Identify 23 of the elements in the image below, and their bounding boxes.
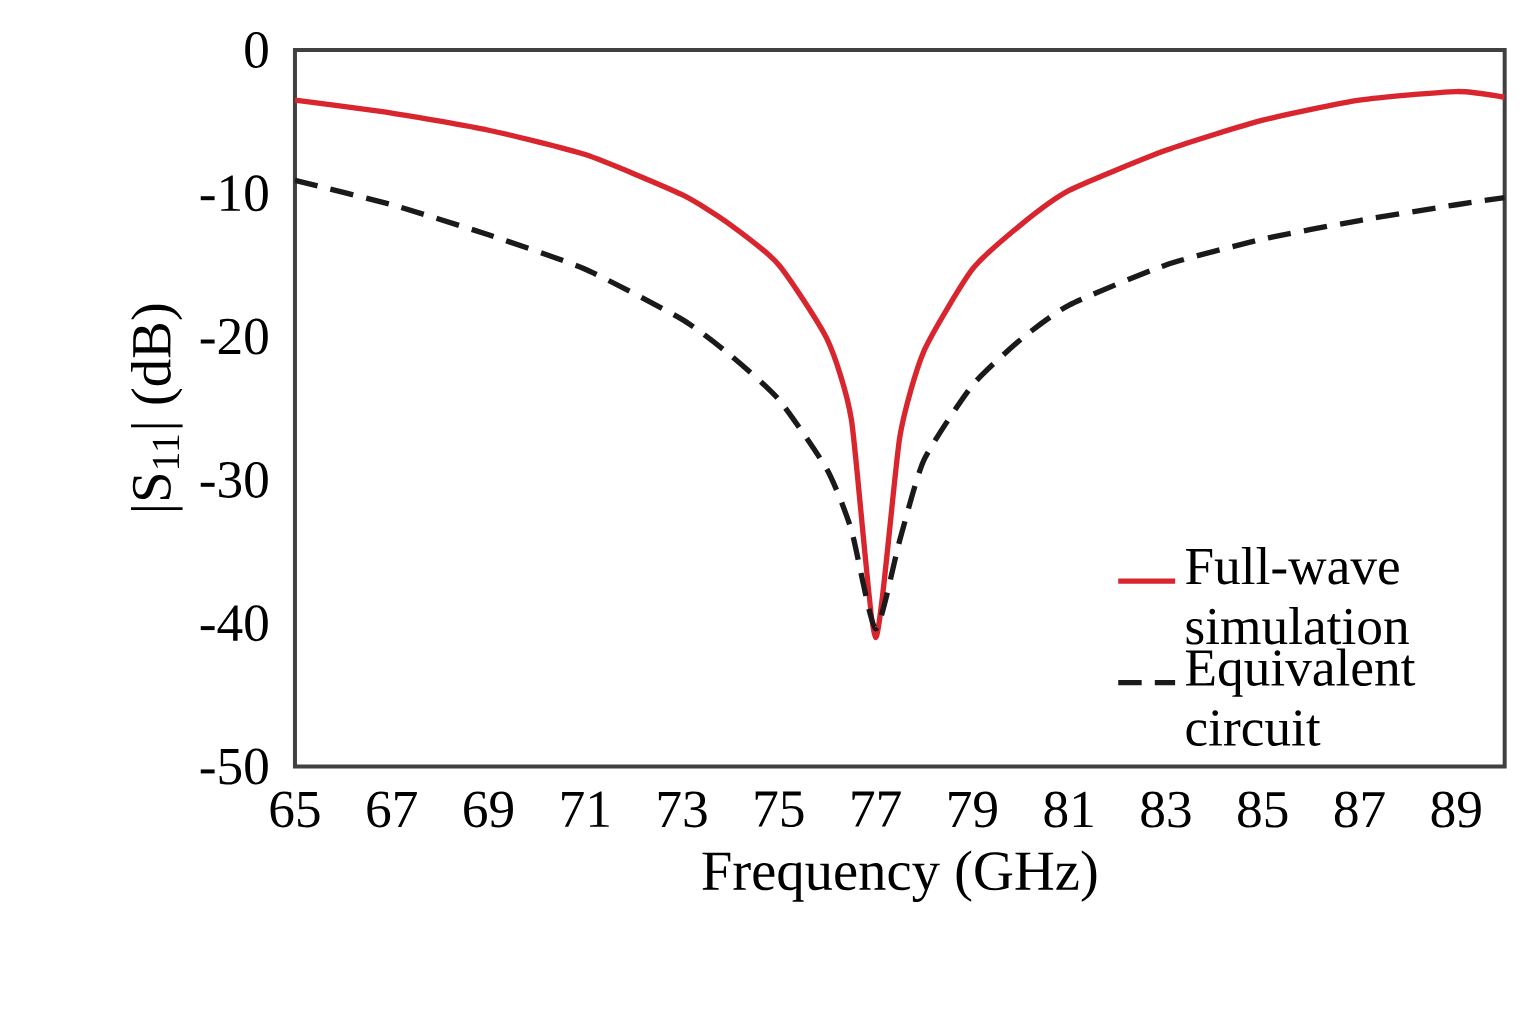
x-tick-label: 65 (270, 791, 320, 828)
y-tick-label: -40 (200, 605, 268, 642)
y-axis-title: |S$_{11}$| (dB) (131, 304, 183, 510)
x-tick-label: 71 (562, 791, 609, 827)
x-tick-label: 73 (658, 791, 707, 828)
y-tick-label: -30 (200, 461, 268, 498)
x-tick-label: 85 (1238, 791, 1288, 828)
x-tick-label: 75 (755, 791, 804, 827)
x-axis-title: Frequency (GHz) (702, 850, 1097, 902)
legend-label: Full-wave simulation (1185, 546, 1409, 645)
x-tick-label: 67 (367, 791, 417, 828)
y-tick-label: -10 (200, 175, 268, 212)
x-tick-label: 89 (1431, 791, 1481, 828)
y-tick-label: -50 (200, 748, 268, 785)
y-tick-label: -20 (200, 318, 268, 355)
x-tick-label: 79 (949, 791, 997, 828)
x-tick-label: 87 (1334, 791, 1385, 828)
legend-label: Equivalent circuit (1185, 648, 1416, 746)
x-tick-label: 77 (852, 791, 901, 827)
x-tick-label: 83 (1141, 791, 1191, 828)
y-tick-label: 0 (245, 31, 268, 68)
x-tick-label: 69 (464, 791, 513, 828)
x-tick-label: 81 (1044, 791, 1093, 828)
